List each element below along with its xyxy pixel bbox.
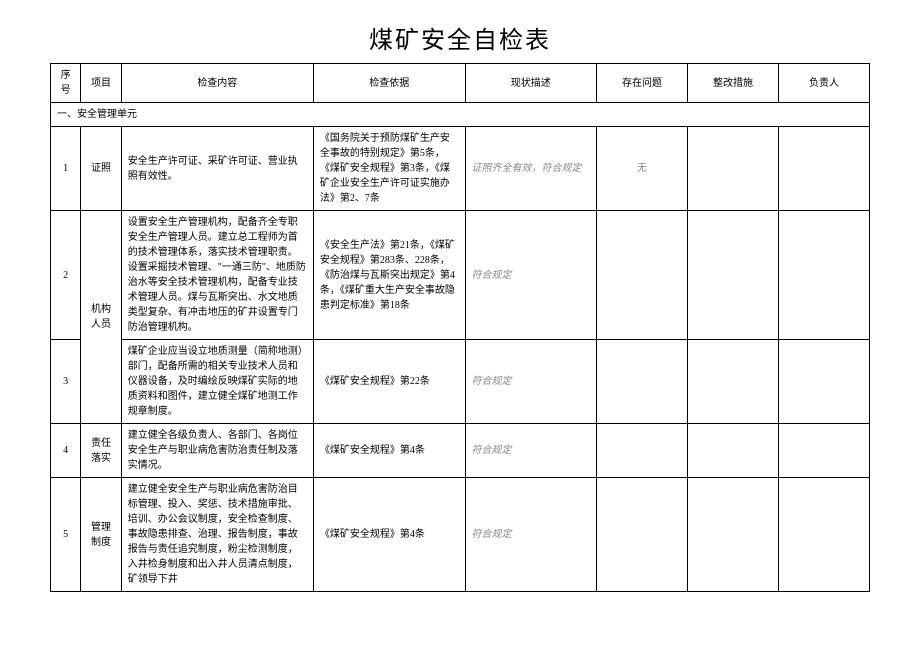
seq-cell: 1 xyxy=(51,127,81,211)
basis-cell: 《煤矿安全规程》第4条 xyxy=(313,424,465,478)
item-cell: 责任落实 xyxy=(81,424,121,478)
seq-cell: 5 xyxy=(51,478,81,592)
header-measure: 整改措施 xyxy=(687,64,778,103)
measure-cell xyxy=(687,424,778,478)
status-cell: 符合规定 xyxy=(465,340,596,424)
seq-cell: 3 xyxy=(51,340,81,424)
person-cell xyxy=(778,340,869,424)
problem-cell xyxy=(596,340,687,424)
header-problem: 存在问题 xyxy=(596,64,687,103)
content-cell: 设置安全生产管理机构，配备齐全专职安全生产管理人员。建立总工程师为首的技术管理体… xyxy=(121,211,313,340)
content-cell: 建立健全安全生产与职业病危害防治目标管理、投入、奖惩、技术措施审批、培训、办公会… xyxy=(121,478,313,592)
status-cell: 符合规定 xyxy=(465,211,596,340)
measure-cell xyxy=(687,340,778,424)
item-cell: 证照 xyxy=(81,127,121,211)
problem-cell xyxy=(596,211,687,340)
header-basis: 检查依据 xyxy=(313,64,465,103)
content-cell: 建立健全各级负责人、各部门、各岗位安全生产与职业病危害防治责任制及落实情况。 xyxy=(121,424,313,478)
basis-cell: 《国务院关于预防煤矿生产安全事故的特别规定》第5条，《煤矿安全规程》第3条，《煤… xyxy=(313,127,465,211)
seq-cell: 4 xyxy=(51,424,81,478)
item-cell: 机构人员 xyxy=(81,211,121,424)
status-cell: 符合规定 xyxy=(465,478,596,592)
table-row: 4 责任落实 建立健全各级负责人、各部门、各岗位安全生产与职业病危害防治责任制及… xyxy=(51,424,870,478)
measure-cell xyxy=(687,127,778,211)
person-cell xyxy=(778,211,869,340)
header-status: 现状描述 xyxy=(465,64,596,103)
content-cell: 安全生产许可证、采矿许可证、营业执照有效性。 xyxy=(121,127,313,211)
status-cell: 证照齐全有效，符合规定 xyxy=(465,127,596,211)
person-cell xyxy=(778,127,869,211)
content-cell: 煤矿企业应当设立地质测量（简称地测）部门，配备所需的相关专业技术人员和仪器设备，… xyxy=(121,340,313,424)
item-cell: 管理制度 xyxy=(81,478,121,592)
problem-cell xyxy=(596,478,687,592)
section-header: 一、安全管理单元 xyxy=(51,103,870,127)
person-cell xyxy=(778,478,869,592)
basis-cell: 《煤矿安全规程》第22条 xyxy=(313,340,465,424)
page-title: 煤矿安全自检表 xyxy=(50,20,870,55)
table-row: 5 管理制度 建立健全安全生产与职业病危害防治目标管理、投入、奖惩、技术措施审批… xyxy=(51,478,870,592)
basis-cell: 《煤矿安全规程》第4条 xyxy=(313,478,465,592)
header-person: 负责人 xyxy=(778,64,869,103)
header-row: 序号 项目 检查内容 检查依据 现状描述 存在问题 整改措施 负责人 xyxy=(51,64,870,103)
person-cell xyxy=(778,424,869,478)
measure-cell xyxy=(687,478,778,592)
header-item: 项目 xyxy=(81,64,121,103)
table-row: 3 煤矿企业应当设立地质测量（简称地测）部门，配备所需的相关专业技术人员和仪器设… xyxy=(51,340,870,424)
seq-cell: 2 xyxy=(51,211,81,340)
table-row: 2 机构人员 设置安全生产管理机构，配备齐全专职安全生产管理人员。建立总工程师为… xyxy=(51,211,870,340)
section-row: 一、安全管理单元 xyxy=(51,103,870,127)
header-content: 检查内容 xyxy=(121,64,313,103)
table-row: 1 证照 安全生产许可证、采矿许可证、营业执照有效性。 《国务院关于预防煤矿生产… xyxy=(51,127,870,211)
measure-cell xyxy=(687,211,778,340)
status-cell: 符合规定 xyxy=(465,424,596,478)
problem-cell xyxy=(596,424,687,478)
inspection-table: 序号 项目 检查内容 检查依据 现状描述 存在问题 整改措施 负责人 一、安全管… xyxy=(50,63,870,592)
basis-cell: 《安全生产法》第21条，《煤矿安全规程》第283条、228条，《防治煤与瓦斯突出… xyxy=(313,211,465,340)
problem-cell: 无 xyxy=(596,127,687,211)
header-seq: 序号 xyxy=(51,64,81,103)
